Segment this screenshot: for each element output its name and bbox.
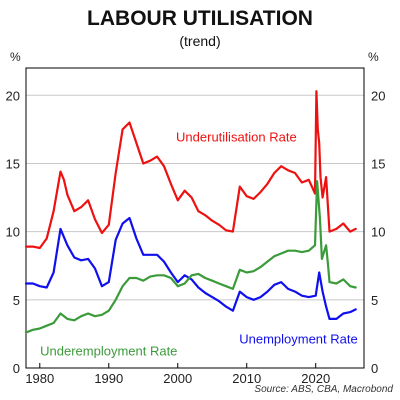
x-tick-label: 1980 (25, 371, 54, 386)
y-tick-label-left: 10 (6, 225, 20, 240)
x-tick-label: 2020 (301, 371, 330, 386)
y-unit-left: % (10, 50, 21, 64)
y-tick-label-right: 5 (371, 293, 378, 308)
underutilisation-rate-label: Underutilisation Rate (176, 130, 297, 145)
unemployment-rate-line (24, 216, 357, 320)
x-tick-label: 1990 (94, 371, 123, 386)
y-tick-label-right: 10 (371, 225, 385, 240)
y-tick-label-left: 5 (13, 293, 20, 308)
underemployment-rate-label: Underemployment Rate (40, 344, 177, 359)
y-tick-label-left: 20 (6, 88, 20, 103)
x-tick-label: 2000 (163, 371, 192, 386)
underutilisation-rate-line (24, 90, 357, 250)
series-lines (24, 90, 357, 334)
y-tick-label-right: 20 (371, 88, 385, 103)
series-labels: Underutilisation Rate Unemployment Rate Un… (40, 130, 358, 359)
y-axis-ticks: 0 0 5 5 10 10 15 15 20 20 (6, 88, 386, 376)
gridlines (26, 94, 364, 301)
y-tick-label-left: 0 (13, 361, 20, 376)
x-axis-ticks: 1980 1990 2000 2010 2020 (25, 363, 330, 386)
underemployment-rate-line (24, 180, 357, 334)
y-tick-label-left: 15 (6, 156, 20, 171)
source-note: Source: ABS, CBA, Macrobond (254, 384, 393, 395)
y-tick-label-right: 0 (371, 361, 378, 376)
chart-title: LABOUR UTILISATION (87, 7, 313, 30)
y-tick-label-right: 15 (371, 156, 385, 171)
plot-frame (25, 67, 365, 369)
x-tick-label: 2010 (232, 371, 261, 386)
chart-subtitle: (trend) (179, 33, 220, 49)
y-unit-right: % (368, 50, 379, 64)
unemployment-rate-label: Unemployment Rate (239, 331, 358, 346)
